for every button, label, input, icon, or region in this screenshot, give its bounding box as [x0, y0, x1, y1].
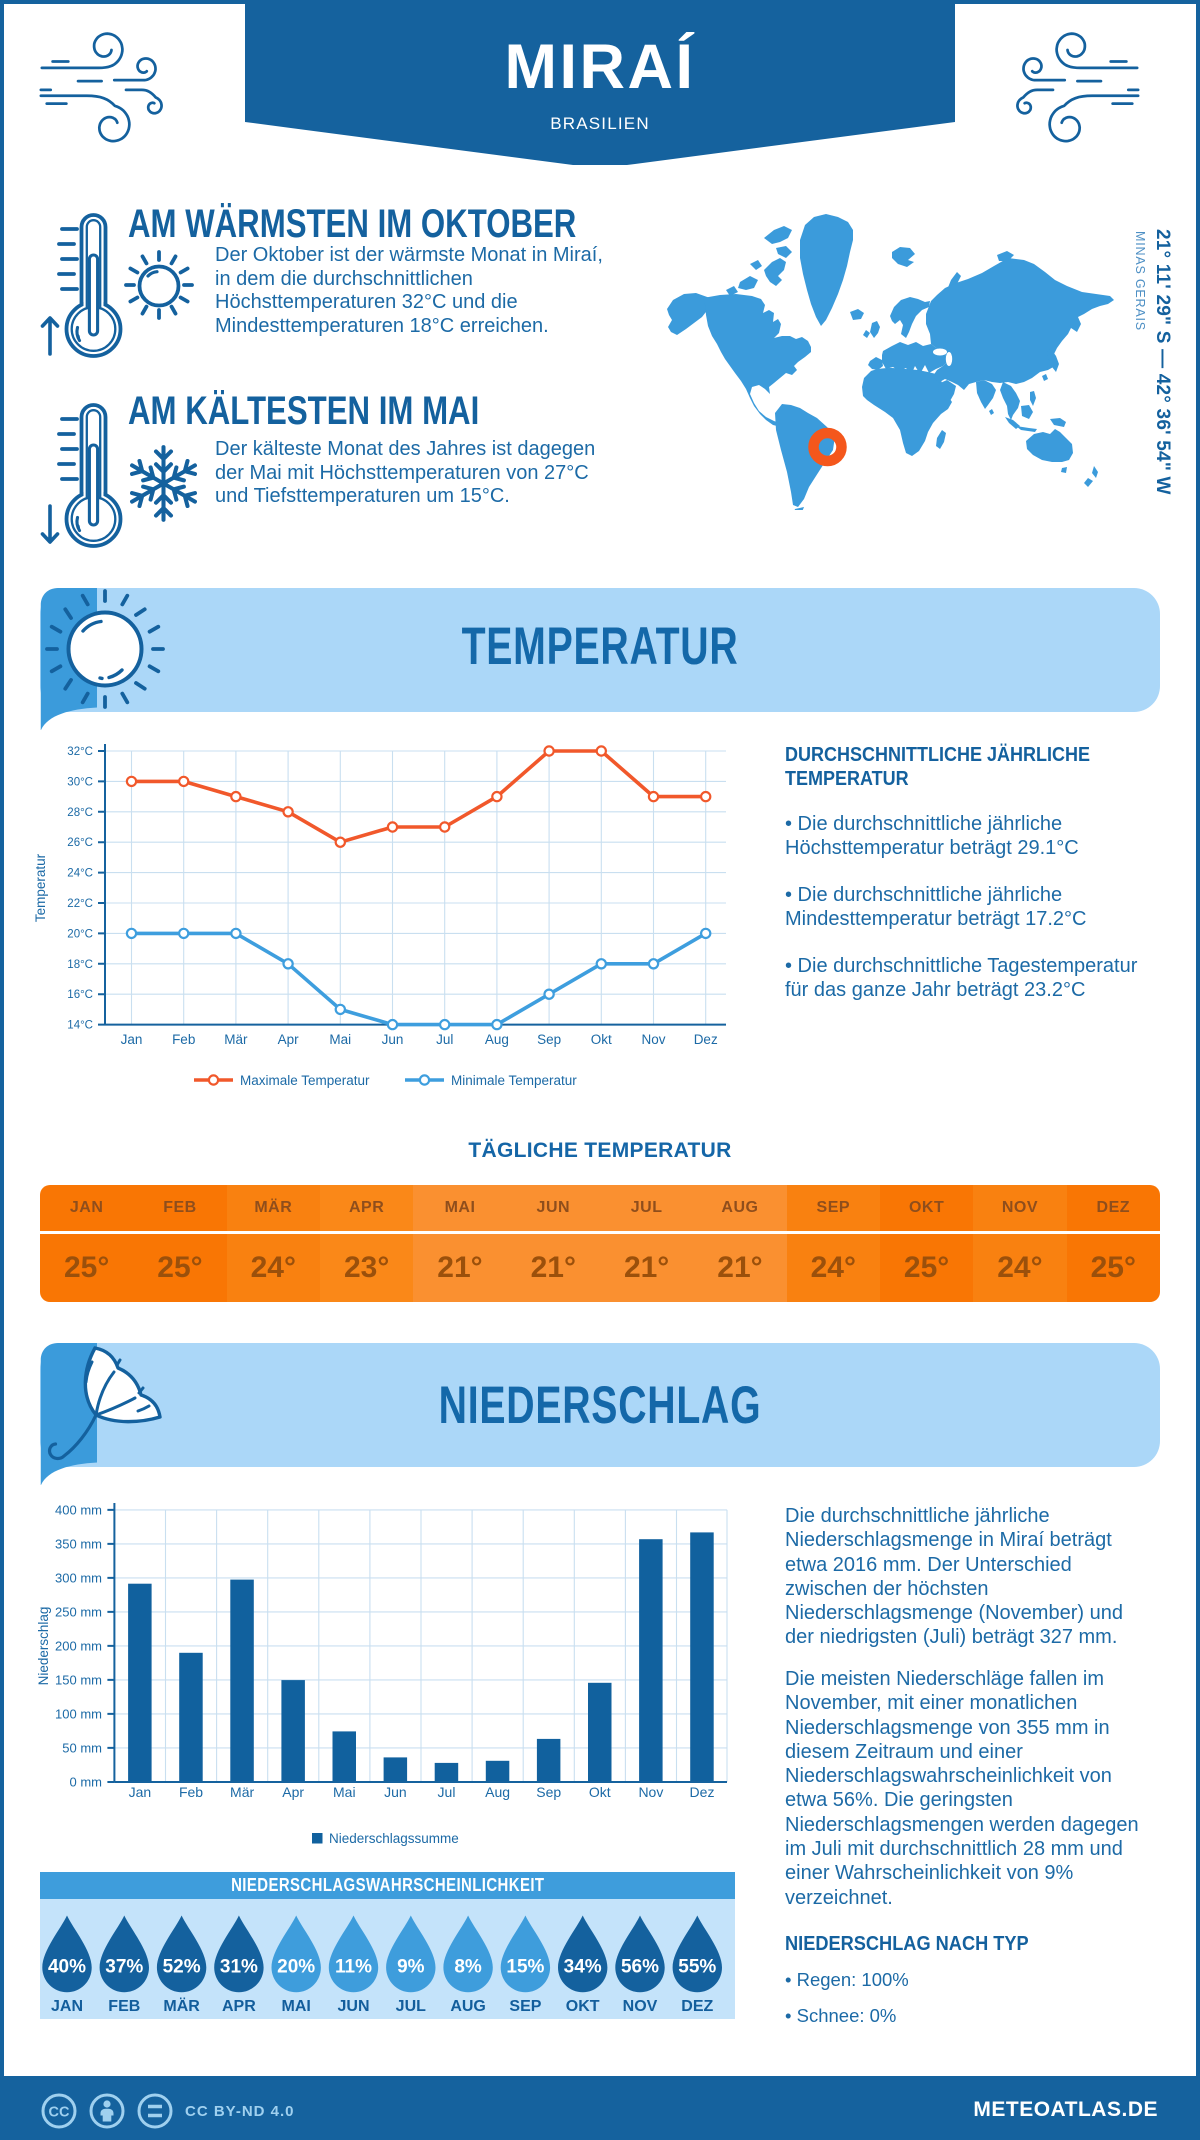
svg-text:Mär: Mär — [230, 1784, 254, 1800]
svg-text:26°C: 26°C — [67, 837, 93, 849]
svg-text:Niederschlagssumme: Niederschlagssumme — [329, 1831, 459, 1846]
svg-text:Minimale Temperatur: Minimale Temperatur — [451, 1073, 577, 1088]
svg-text:250 mm: 250 mm — [55, 1604, 102, 1619]
svg-text:FEB: FEB — [108, 1998, 140, 2015]
svg-text:28°C: 28°C — [67, 807, 93, 819]
svg-text:Mai: Mai — [329, 1032, 351, 1047]
svg-text:31%: 31% — [220, 1957, 258, 1978]
svg-text:32°C: 32°C — [67, 746, 93, 758]
svg-text:22°C: 22°C — [67, 898, 93, 910]
svg-text:18°C: 18°C — [67, 959, 93, 971]
svg-text:Jun: Jun — [382, 1032, 404, 1047]
svg-text:56%: 56% — [621, 1957, 659, 1978]
svg-text:Dez: Dez — [694, 1032, 718, 1047]
svg-text:9%: 9% — [397, 1957, 425, 1978]
svg-text:Okt: Okt — [591, 1032, 612, 1047]
svg-text:MAI: MAI — [282, 1998, 311, 2015]
svg-text:Aug: Aug — [485, 1032, 509, 1047]
svg-text:200 mm: 200 mm — [55, 1638, 102, 1653]
svg-text:150 mm: 150 mm — [55, 1672, 102, 1687]
svg-text:Feb: Feb — [172, 1032, 195, 1047]
svg-text:14°C: 14°C — [67, 1020, 93, 1032]
svg-text:SEP: SEP — [509, 1998, 541, 2015]
svg-text:350 mm: 350 mm — [55, 1536, 102, 1551]
svg-text:50 mm: 50 mm — [62, 1740, 102, 1755]
svg-text:30°C: 30°C — [67, 776, 93, 788]
svg-text:11%: 11% — [335, 1957, 372, 1978]
svg-text:20°C: 20°C — [67, 928, 93, 940]
svg-text:JUL: JUL — [396, 1998, 426, 2015]
svg-text:Niederschlag: Niederschlag — [36, 1607, 51, 1686]
svg-text:24°C: 24°C — [67, 868, 93, 880]
svg-text:40%: 40% — [48, 1957, 86, 1978]
svg-text:AUG: AUG — [450, 1998, 486, 2015]
svg-text:NOV: NOV — [623, 1998, 658, 2015]
svg-text:Jan: Jan — [121, 1032, 143, 1047]
svg-text:55%: 55% — [678, 1957, 716, 1978]
svg-text:Feb: Feb — [179, 1784, 203, 1800]
svg-text:8%: 8% — [454, 1957, 482, 1978]
svg-text:Nov: Nov — [641, 1032, 665, 1047]
svg-text:Mai: Mai — [333, 1784, 356, 1800]
svg-text:Jan: Jan — [129, 1784, 152, 1800]
svg-text:Aug: Aug — [485, 1784, 510, 1800]
svg-text:34%: 34% — [564, 1957, 602, 1978]
svg-text:0 mm: 0 mm — [70, 1775, 103, 1790]
svg-text:Apr: Apr — [282, 1784, 304, 1800]
svg-text:Jul: Jul — [436, 1032, 453, 1047]
svg-text:37%: 37% — [105, 1957, 143, 1978]
svg-text:15%: 15% — [506, 1957, 544, 1978]
svg-text:OKT: OKT — [566, 1998, 600, 2015]
svg-text:100 mm: 100 mm — [55, 1706, 102, 1721]
svg-text:CC: CC — [49, 2105, 70, 2121]
svg-text:JUN: JUN — [337, 1998, 369, 2015]
svg-text:Jul: Jul — [438, 1784, 456, 1800]
svg-text:Sep: Sep — [536, 1784, 561, 1800]
svg-text:JAN: JAN — [51, 1998, 83, 2015]
svg-text:Mär: Mär — [224, 1032, 248, 1047]
svg-text:Jun: Jun — [384, 1784, 407, 1800]
svg-text:Maximale Temperatur: Maximale Temperatur — [240, 1073, 370, 1088]
svg-text:16°C: 16°C — [67, 989, 93, 1001]
svg-text:Sep: Sep — [537, 1032, 561, 1047]
svg-text:Nov: Nov — [638, 1784, 663, 1800]
svg-text:APR: APR — [222, 1998, 256, 2015]
svg-text:Temperatur: Temperatur — [33, 853, 48, 922]
svg-text:DEZ: DEZ — [681, 1998, 713, 2015]
svg-text:MÄR: MÄR — [163, 1997, 200, 2015]
svg-text:300 mm: 300 mm — [55, 1570, 102, 1585]
svg-text:400 mm: 400 mm — [55, 1502, 102, 1517]
svg-text:52%: 52% — [163, 1957, 201, 1978]
svg-text:20%: 20% — [277, 1957, 315, 1978]
svg-text:Dez: Dez — [690, 1784, 715, 1800]
svg-text:Okt: Okt — [589, 1784, 611, 1800]
svg-text:Apr: Apr — [278, 1032, 300, 1047]
